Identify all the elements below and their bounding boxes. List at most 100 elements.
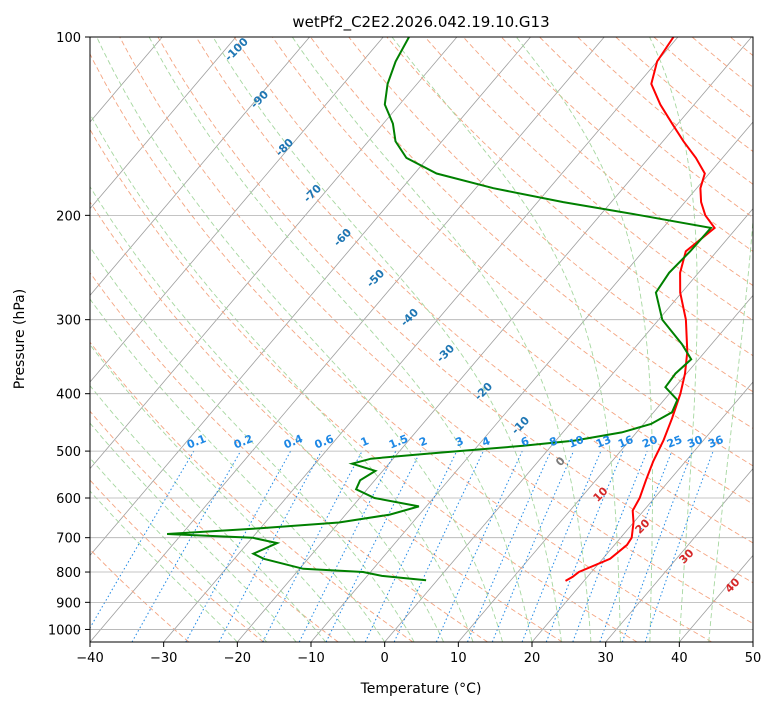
y-tick-label: 400 [56,388,81,403]
dewpoint-line [167,37,713,582]
chart-title: wetPf2_C2E2.2026.042.19.10.G13 [292,13,549,32]
profile-lines [167,37,716,582]
isotherm-label: -10 [509,414,532,437]
x-tick-label: 0 [381,651,389,666]
isotherm-line [90,37,237,210]
mixing-ratio-label: 20 [640,433,659,451]
temperature-line [565,37,716,582]
y-tick-label: 200 [56,209,81,224]
mixing-ratio-label: 10 [567,433,586,451]
x-tick-label: 50 [745,651,762,666]
mixing-ratio-label: 1 [359,434,371,449]
isotherm-line [90,37,384,383]
x-tick-label: −20 [224,651,251,666]
moist-adiabat-line [90,246,415,642]
dry-adiabat-line [615,37,753,153]
mixing-ratio-label: 0.6 [313,432,336,451]
x-tick-label: −40 [76,651,103,666]
moist-adiabat-line [148,37,533,642]
mixing-ratio-line [644,450,714,642]
moist-adiabat-line [90,113,474,642]
mixing-ratio-line [185,450,292,642]
mixing-ratio-line [572,450,648,642]
dry-adiabat-line [90,201,563,642]
plot-frame [89,36,754,643]
isotherm-label: -40 [398,306,421,329]
isotherm-line [752,641,753,642]
isotherm-line [679,554,753,642]
isotherm-line [237,37,752,642]
dry-adiabat-line [653,37,753,120]
y-axis: 100 200 300 400 500 600 700 800 900 1000 [48,31,90,638]
mixing-ratio-line [467,450,552,642]
moist-adiabat-line [90,343,356,642]
isotherm-line [384,208,753,642]
isotherm-line [163,37,679,642]
isotherm-line [90,37,458,470]
mixing-ratio-label: 16 [616,433,635,451]
mixing-ratio-line [364,450,458,642]
dry-adiabat-line [462,37,753,287]
isotherm-label: 20 [633,516,653,536]
x-axis-label: Temperature (°C) [360,681,482,697]
moist-adiabat-line [90,490,238,642]
isotherm-line [458,294,753,642]
dry-adiabat-line [90,410,339,642]
dry-adiabat-line [348,37,753,393]
moist-adiabat-line [708,214,753,642]
dry-adiabat-line [195,37,753,544]
mixing-ratio-line [218,450,322,642]
mixing-ratio-label: 2 [417,434,429,449]
dry-adiabat-line [539,37,753,219]
dry-adiabat-line [233,37,753,505]
x-axis: −40 −30 −20 −10 0 10 20 30 40 50 [76,642,761,666]
y-tick-label: 700 [56,532,81,547]
isotherm-label: -90 [248,88,271,111]
dry-adiabat-line [386,37,753,357]
mixing-ratio-label: 25 [665,433,684,451]
moist-adiabat-line [291,37,592,642]
x-tick-label: 40 [671,651,688,666]
isotherm-label: 30 [677,546,697,566]
mixing-ratio-line [393,450,484,642]
dry-adiabat-line [90,272,488,642]
mixing-ratio-line [90,450,195,629]
mixing-ratio-label: 13 [594,433,613,451]
mixing-ratio-line [621,450,693,642]
moist-adiabat-line [515,37,653,642]
isotherm-line [90,37,310,296]
y-tick-label: 1000 [48,623,81,638]
dry-adiabat-line [90,52,712,642]
dry-adiabat-line [272,37,753,467]
moist-adiabat-line [90,457,268,642]
x-tick-label: 10 [450,651,467,666]
mixing-ratio-line [491,450,574,642]
y-tick-label: 800 [56,566,81,581]
isotherm-label: 10 [591,484,611,504]
y-tick-label: 100 [56,31,81,46]
mixing-ratio-line [325,450,422,642]
dry-adiabat-line [90,548,190,642]
line-labels: -100-90-80-70-60-50-40-30-20-10010203040… [185,35,743,596]
mixing-ratio-label: 0.4 [282,432,305,451]
moist-adiabat-line [90,384,327,642]
isotherm-label: -100 [222,35,251,64]
mixing-ratio-line [298,450,397,642]
isotherm-label: -20 [472,380,495,403]
isotherm-label: -30 [434,342,457,365]
moist-adiabat-line [90,298,386,642]
mixing-ratio-label: 3 [454,434,466,449]
y-tick-label: 900 [56,596,81,611]
y-tick-label: 300 [56,314,81,329]
x-tick-label: 20 [524,651,541,666]
dry-adiabat-line [119,37,753,624]
dry-adiabat-line [768,37,775,642]
isotherm-line [90,37,531,556]
moist-adiabat-line [391,37,621,642]
mixing-ratio-line [545,450,624,642]
moist-adiabat-line [96,37,503,642]
y-tick-label: 500 [56,445,81,460]
isotherm-label: 40 [723,575,743,595]
mixing-ratio-line [599,450,673,642]
